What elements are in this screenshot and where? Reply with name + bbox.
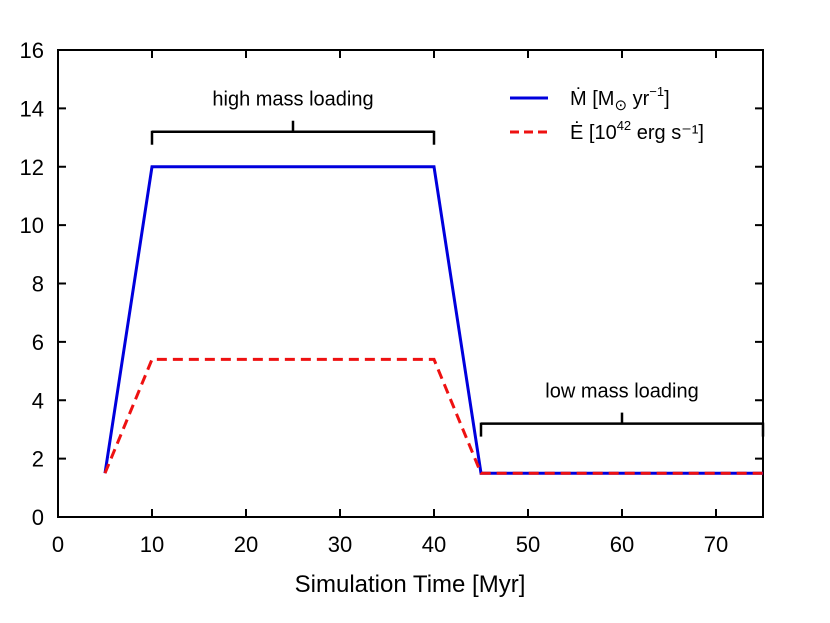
axis-ticks — [57, 49, 763, 518]
legend-entry-energy-rate: Ė [1042 erg s⁻¹] — [510, 118, 704, 144]
y-tick-label: 16 — [20, 38, 44, 63]
y-tick-label: 14 — [20, 96, 44, 121]
legend: Ṁ [M⊙ yr−1] Ė [1042 erg s⁻¹] — [510, 84, 704, 144]
x-tick-label: 50 — [516, 532, 540, 557]
annotation-brackets: high mass loading low mass loading — [150, 89, 765, 437]
series-line-mass-rate — [103, 165, 763, 475]
x-tick-label: 10 — [140, 532, 164, 557]
legend-label: Ė [1042 erg s⁻¹] — [570, 118, 704, 144]
x-tick-label: 0 — [52, 532, 64, 557]
annotation-label: high mass loading — [212, 89, 373, 111]
legend-entry-mass-rate: Ṁ [M⊙ yr−1] — [510, 84, 670, 114]
y-tick-label: 0 — [32, 505, 44, 530]
x-tick-label: 40 — [422, 532, 446, 557]
annotation-label: low mass loading — [545, 381, 698, 403]
y-tick-label: 4 — [32, 388, 44, 413]
data-series — [103, 165, 763, 475]
x-tick-label: 30 — [328, 532, 352, 557]
y-tick-label: 8 — [32, 272, 44, 297]
plot-frame — [57, 49, 764, 518]
y-tick-label: 2 — [32, 447, 44, 472]
x-tick-label: 60 — [610, 532, 634, 557]
annotation-bracket: low mass loading — [479, 381, 765, 437]
x-axis-title: Simulation Time [Myr] — [295, 571, 526, 598]
legend-label: Ṁ [M⊙ yr−1] — [570, 84, 670, 114]
annotation-bracket: high mass loading — [150, 89, 436, 145]
axis-tick-labels: 0 10 20 30 40 50 60 70 0 2 4 6 8 10 12 14 16 — [20, 38, 729, 557]
x-tick-label: 20 — [234, 532, 258, 557]
y-tick-label: 12 — [20, 155, 44, 180]
series-line-energy-rate — [103, 357, 763, 475]
x-tick-label: 70 — [704, 532, 728, 557]
y-tick-label: 10 — [20, 213, 44, 238]
y-tick-label: 6 — [32, 330, 44, 355]
